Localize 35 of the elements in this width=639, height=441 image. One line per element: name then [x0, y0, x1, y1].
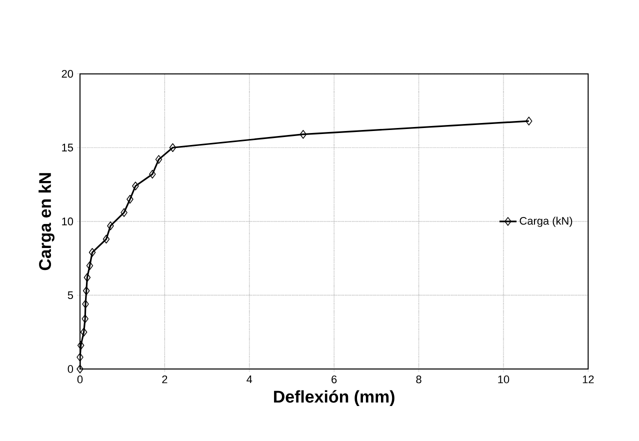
point [82, 286, 90, 296]
point [169, 143, 176, 152]
point [155, 155, 162, 164]
y-axis-title: Carga en kN [38, 173, 54, 270]
point [84, 273, 91, 282]
y-tick-label: 15 [62, 144, 74, 152]
x-tick-label: 0 [77, 376, 83, 384]
point [80, 328, 88, 336]
x-tick-label: 2 [162, 376, 168, 384]
point [82, 300, 89, 308]
point [102, 234, 110, 244]
point [126, 194, 134, 204]
point [88, 248, 96, 257]
legend-label: Carga (kN) [520, 216, 572, 227]
point [120, 208, 128, 217]
point [86, 261, 94, 270]
point [526, 116, 532, 126]
point [132, 182, 139, 190]
x-tick-label: 4 [246, 376, 252, 384]
y-tick-label: 5 [68, 291, 74, 300]
point [77, 341, 84, 350]
x-tick-label: 12 [582, 376, 594, 384]
point [76, 352, 84, 362]
x-tick-label: 10 [498, 376, 510, 384]
x-axis-title: Deflexión (mm) [274, 390, 394, 406]
point [82, 314, 88, 324]
y-tick-label: 10 [62, 218, 74, 226]
x-tick-label: 8 [416, 376, 422, 384]
x-tick-label: 6 [332, 376, 337, 384]
point [76, 364, 84, 374]
point [300, 130, 307, 139]
y-tick-label: 20 [62, 70, 74, 78]
point [149, 170, 156, 179]
y-tick-label: 0 [68, 365, 74, 373]
point [107, 221, 114, 230]
